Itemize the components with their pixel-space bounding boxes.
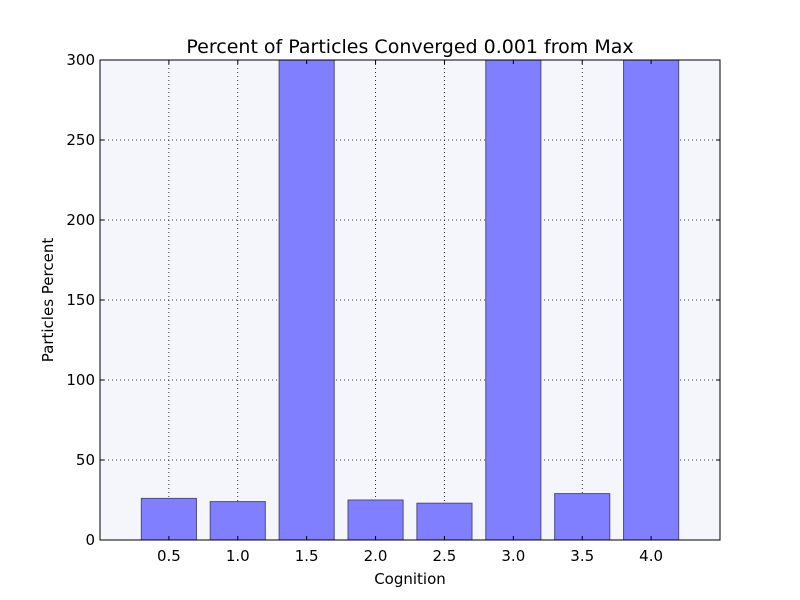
x-tick-label: 2.5 — [433, 547, 457, 565]
y-tick-label: 0 — [85, 531, 95, 549]
y-tick-label: 50 — [76, 451, 95, 469]
x-tick-labels: 0.5 1.0 1.5 2.0 2.5 3.0 3.5 4.0 — [157, 547, 663, 565]
bar-3.5 — [554, 493, 611, 541]
x-tick-label: 0.5 — [157, 547, 181, 565]
y-tick-label: 300 — [66, 51, 95, 69]
x-tick-label: 4.0 — [639, 547, 663, 565]
ticks — [100, 59, 720, 541]
x-tick-label: 3.0 — [501, 547, 525, 565]
x-tick-label: 3.5 — [570, 547, 594, 565]
x-tick-label: 2.0 — [364, 547, 388, 565]
bar-2.5 — [416, 502, 473, 541]
bars — [140, 59, 680, 541]
bar-1.5 — [278, 59, 335, 541]
y-tick-label: 250 — [66, 131, 95, 149]
y-tick-label: 100 — [66, 371, 95, 389]
bar-0.5 — [140, 497, 197, 541]
bar-4.0 — [623, 59, 680, 541]
y-tick-labels: 0 50 100 150 200 250 300 — [66, 51, 95, 549]
x-tick-label: 1.5 — [295, 547, 319, 565]
bar-1.0 — [209, 501, 266, 541]
x-tick-label: 1.0 — [226, 547, 250, 565]
chart-title: Percent of Particles Converged 0.001 fro… — [186, 36, 633, 58]
x-axis-label: Cognition — [374, 570, 446, 588]
y-tick-label: 150 — [66, 291, 95, 309]
bar-2.0 — [347, 499, 404, 541]
y-tick-label: 200 — [66, 211, 95, 229]
y-axis-label: Particles Percent — [39, 238, 57, 363]
bar-3.0 — [485, 59, 542, 541]
